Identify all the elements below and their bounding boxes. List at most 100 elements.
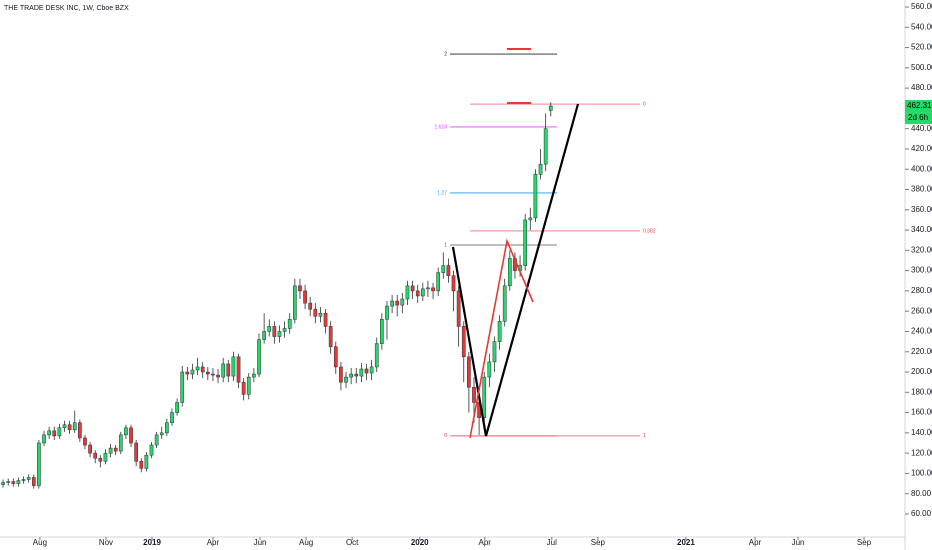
candle-body — [62, 424, 67, 429]
candle-body — [200, 366, 205, 373]
candle-body — [26, 477, 31, 480]
candle-body — [118, 434, 123, 452]
x-tick-label: Aug — [299, 538, 313, 547]
y-tick-label: 380.00 — [911, 185, 932, 194]
candle-body — [93, 452, 98, 459]
candle-body — [78, 422, 82, 439]
chart-title: THE TRADE DESK INC, 1W, Cboe BZX — [4, 5, 129, 12]
y-tick-label: 100.00 — [911, 469, 932, 478]
x-tick-label: Jun — [792, 538, 805, 547]
candle-body — [507, 258, 512, 287]
y-tick-label: 480.00 — [911, 83, 932, 92]
candle-body — [287, 319, 292, 329]
candle-body — [538, 163, 543, 175]
candle-body — [236, 356, 241, 383]
fib-layer: 2 1.618 1.27 1 0 0 0.382 1 — [434, 51, 655, 439]
candle-body — [190, 369, 195, 375]
candle-body — [154, 434, 159, 446]
candle-body — [1, 482, 5, 485]
candle-body — [211, 373, 215, 376]
candle-body — [502, 285, 507, 322]
candle-body — [67, 424, 72, 431]
candle-body — [31, 477, 36, 486]
candle-body — [446, 265, 451, 276]
candle-body — [124, 427, 128, 436]
candle-body — [369, 366, 374, 374]
x-tick-label: Apr — [479, 538, 492, 547]
candle-body — [83, 437, 87, 446]
y-tick-label: 140.00 — [911, 428, 932, 437]
candle-body — [42, 434, 46, 444]
candle-body — [497, 321, 502, 342]
candle-body — [308, 302, 313, 310]
countdown-box — [905, 112, 932, 125]
y-tick-label: 200.00 — [911, 367, 932, 376]
candle-body — [548, 105, 553, 111]
candle-body — [37, 442, 41, 486]
axes-layer: 60.00 80.00 100.00 120.00 140.00 160.00 180.00… — [33, 2, 932, 547]
candle-body — [11, 481, 16, 484]
candle-body — [159, 432, 164, 436]
trend-line — [451, 103, 580, 437]
candle-body — [257, 339, 261, 375]
candle-body — [52, 430, 57, 437]
fib-label: 0 — [444, 433, 447, 439]
y-tick-label: 300.00 — [911, 266, 932, 275]
fib-label: 1 — [444, 242, 447, 248]
y-tick-label: 400.00 — [911, 164, 932, 173]
x-tick-label: 2020 — [411, 538, 429, 547]
candle-body — [374, 343, 379, 368]
candle-body — [205, 371, 210, 375]
candle-body — [88, 444, 92, 454]
x-tick-label: Sep — [591, 538, 606, 547]
y-tick-label: 340.00 — [911, 225, 932, 234]
x-tick-label: 2021 — [677, 538, 695, 547]
x-tick-label: Apr — [749, 538, 762, 547]
candle-body — [533, 174, 538, 219]
y-tick-label: 180.00 — [911, 387, 932, 396]
candle-body — [461, 326, 466, 358]
candle-body — [528, 217, 533, 221]
x-tick-label: Sep — [857, 538, 872, 547]
candle-body — [98, 457, 103, 462]
candle-body — [492, 341, 497, 363]
x-tick-label: Apr — [207, 538, 220, 547]
countdown: 2d 6h — [908, 113, 928, 122]
y-tick-label: 420.00 — [911, 144, 932, 153]
x-tick-label: Nov — [99, 538, 113, 547]
y-tick-label: 440.00 — [911, 124, 932, 133]
candle-body — [175, 402, 179, 413]
y-tick-label: 320.00 — [911, 245, 932, 254]
candle-body — [420, 288, 425, 297]
candle-body — [385, 305, 389, 320]
candle-body — [482, 376, 487, 418]
y-tick-label: 260.00 — [911, 306, 932, 315]
candle-body — [139, 461, 144, 469]
candle-body — [543, 128, 548, 165]
candle-body — [400, 298, 405, 306]
candle-body — [72, 422, 77, 431]
x-tick-label: Oct — [346, 538, 359, 547]
candle-body — [415, 290, 420, 297]
candle-body — [441, 265, 446, 273]
y-tick-label: 520.00 — [911, 43, 932, 52]
candle-body — [241, 381, 246, 395]
candle-body — [426, 287, 430, 290]
candle-body — [103, 452, 108, 462]
y-tick-label: 560.00 — [911, 2, 932, 11]
x-tick-label: Aug — [33, 538, 47, 547]
candle-body — [467, 356, 471, 388]
candle-body — [472, 386, 476, 403]
x-tick-label: 2019 — [143, 538, 161, 547]
candle-body — [272, 326, 277, 337]
candle-body — [298, 285, 302, 292]
y-tick-label: 280.00 — [911, 286, 932, 295]
last-price: 462.31 — [907, 101, 932, 110]
y-tick-label: 360.00 — [911, 205, 932, 214]
candle-body — [410, 285, 415, 292]
y-tick-label: 240.00 — [911, 327, 932, 336]
candle-body — [185, 371, 190, 375]
x-tick-label: Jun — [254, 538, 267, 547]
candle-body — [252, 373, 256, 378]
y-tick-label: 160.00 — [911, 408, 932, 417]
